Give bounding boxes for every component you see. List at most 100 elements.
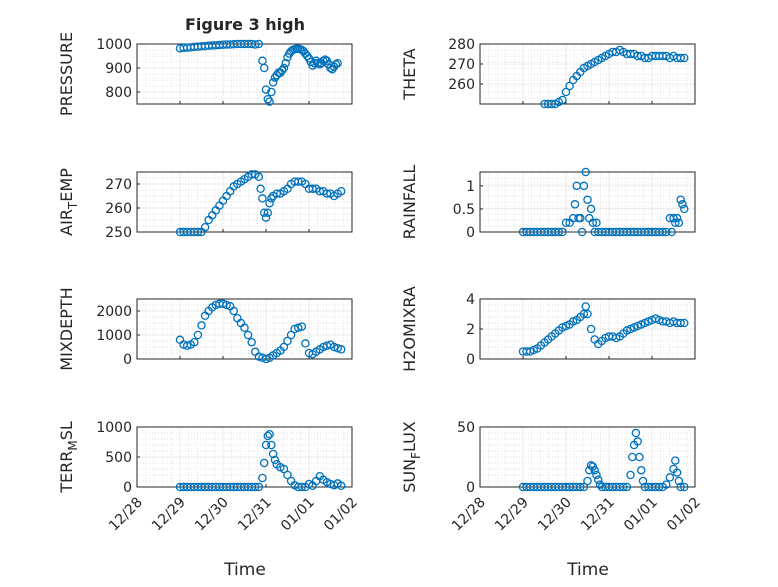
data-point xyxy=(658,227,668,237)
data-point xyxy=(243,330,253,340)
data-point xyxy=(259,63,269,73)
y-tick-label: 0 xyxy=(123,352,132,368)
data-point xyxy=(281,58,290,68)
y-tick-label: 270 xyxy=(105,177,132,193)
data-point xyxy=(265,429,274,439)
data-point xyxy=(261,440,271,450)
y-axis-label: RAINFALL xyxy=(400,165,419,240)
data-point xyxy=(254,39,264,49)
data-point xyxy=(590,465,599,475)
data-point xyxy=(261,354,271,364)
data-point xyxy=(263,208,273,218)
data-point xyxy=(193,227,203,237)
data-point xyxy=(586,204,596,214)
data-point xyxy=(250,40,260,49)
data-point xyxy=(579,181,589,191)
y-tick-label: 280 xyxy=(448,37,475,53)
y-tick-label: 800 xyxy=(105,85,132,101)
data-point xyxy=(254,482,264,492)
data-point xyxy=(182,341,192,351)
data-point xyxy=(662,480,671,489)
data-point xyxy=(594,475,603,485)
data-point xyxy=(297,322,307,331)
data-point xyxy=(576,213,585,223)
data-point xyxy=(261,85,271,94)
y-tick-label: 0 xyxy=(466,352,475,368)
x-tick-label: 01/01 xyxy=(621,495,661,535)
x-tick-label: 01/02 xyxy=(664,495,704,535)
data-point xyxy=(297,482,307,492)
data-point xyxy=(554,227,564,237)
data-point xyxy=(558,95,567,105)
y-tick-label: 1000 xyxy=(96,37,132,53)
data-point xyxy=(586,324,596,334)
data-point xyxy=(293,177,303,186)
data-point xyxy=(263,431,273,441)
data-point xyxy=(222,300,231,310)
data-point xyxy=(592,218,601,228)
y-tick-label: 1000 xyxy=(96,420,132,436)
data-point xyxy=(247,337,256,347)
data-point xyxy=(293,323,303,333)
data-point xyxy=(336,345,346,354)
data-point xyxy=(283,470,292,480)
data-point xyxy=(558,227,567,237)
data-point xyxy=(336,481,346,491)
x-tick-label: 12/28 xyxy=(449,495,489,535)
data-point xyxy=(197,321,206,330)
data-point xyxy=(331,60,341,69)
data-point xyxy=(254,352,264,361)
data-point xyxy=(662,227,671,237)
x-tick-label: 01/02 xyxy=(321,495,361,535)
data-point xyxy=(676,195,685,204)
x-axis-label-right: Time xyxy=(566,560,609,580)
y-tick-label: 1 xyxy=(466,179,475,195)
panel-5: 0 1000 2000 MIXDEPTH xyxy=(57,287,353,371)
data-point xyxy=(267,440,276,450)
y-tick-label: 50 xyxy=(457,420,475,436)
data-point xyxy=(676,318,685,328)
data-point xyxy=(680,53,689,63)
x-tick-label: 01/01 xyxy=(278,495,318,535)
data-point xyxy=(680,204,689,214)
data-point xyxy=(265,97,274,106)
data-point xyxy=(665,473,675,482)
data-point xyxy=(258,194,267,203)
data-point xyxy=(279,342,289,352)
data-point xyxy=(218,299,228,309)
data-point xyxy=(654,482,664,492)
panel-6: 0 2 4 H2OMIXRA xyxy=(400,286,696,372)
x-tick-label: 12/31 xyxy=(235,495,275,535)
data-point xyxy=(259,208,269,218)
data-point xyxy=(329,342,339,352)
y-tick-label: 0 xyxy=(466,480,475,496)
data-point xyxy=(302,51,312,61)
data-point xyxy=(638,476,648,486)
data-point xyxy=(622,482,632,492)
y-tick-label: 250 xyxy=(105,225,132,241)
data-point xyxy=(258,56,267,66)
data-point xyxy=(200,222,210,232)
y-axis-label: THETA xyxy=(400,48,419,100)
y-tick-label: 0.5 xyxy=(453,202,475,218)
data-point xyxy=(592,470,601,480)
x-tick-label: 12/28 xyxy=(106,495,146,535)
y-tick-label: 500 xyxy=(105,450,132,466)
axes-box xyxy=(136,171,353,233)
y-tick-label: 4 xyxy=(466,292,475,308)
data-point xyxy=(680,318,689,328)
y-axis-label: TERRMSL xyxy=(57,421,80,494)
data-point xyxy=(322,189,332,198)
x-tick-label: 12/31 xyxy=(578,495,618,535)
x-tick-label: 12/29 xyxy=(492,495,532,535)
y-tick-label: 2 xyxy=(466,322,475,338)
data-point xyxy=(319,342,328,352)
axes-box xyxy=(479,171,696,233)
data-point xyxy=(595,480,605,489)
data-point xyxy=(261,213,271,222)
axes-box xyxy=(479,43,696,105)
data-point xyxy=(240,323,249,333)
data-point xyxy=(263,94,273,104)
